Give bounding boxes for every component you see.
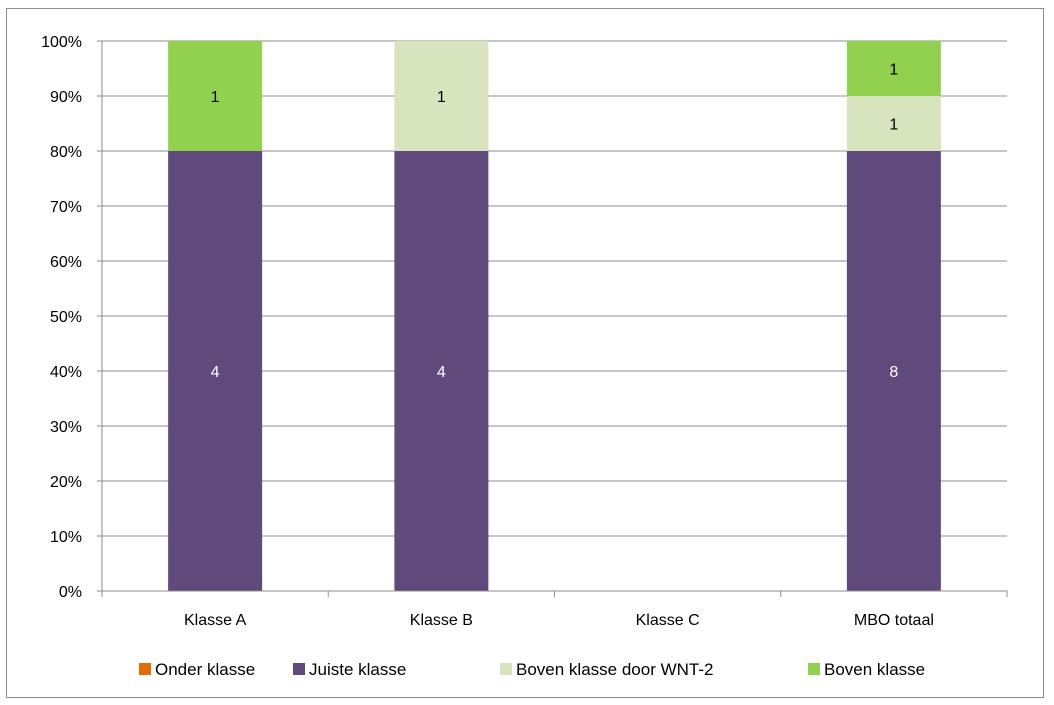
y-tick-label: 80% <box>50 144 82 161</box>
bar-segment <box>168 41 263 151</box>
data-label: 1 <box>437 89 446 106</box>
data-label: 8 <box>889 364 898 381</box>
y-tick-label: 40% <box>50 364 82 381</box>
y-axis-tick-labels: 0% 10% 20% 30% 40% 50% 60% 70% 80% 90% 100% <box>41 34 82 601</box>
legend-label: Boven klasse <box>824 660 925 679</box>
legend-swatch <box>500 663 512 675</box>
bar-segment <box>846 151 941 591</box>
x-tick-label: MBO totaal <box>854 612 934 629</box>
y-tick-label: 50% <box>50 309 82 326</box>
legend-swatch <box>139 663 151 675</box>
data-label: 1 <box>889 117 898 134</box>
bar-segment <box>846 96 941 151</box>
y-tick-label: 90% <box>50 89 82 106</box>
axes <box>101 41 1008 597</box>
y-tick-label: 10% <box>50 529 82 546</box>
y-tick-label: 30% <box>50 419 82 436</box>
y-tick-label: 60% <box>50 254 82 271</box>
bar-segment <box>394 41 489 151</box>
y-tick-label: 100% <box>41 34 82 51</box>
legend-label: Juiste klasse <box>309 660 406 679</box>
bar-segment <box>168 151 263 591</box>
legend-label: Boven klasse door WNT-2 <box>516 660 713 679</box>
legend: Onder klasse Juiste klasse Boven klasse do… <box>139 660 925 679</box>
data-label: 4 <box>211 364 220 381</box>
y-tick-label: 20% <box>50 474 82 491</box>
stacked-bar-chart: 0% 10% 20% 30% 40% 50% 60% 70% 80% 90% 100% 4 1 4 1 8 1… <box>41 34 1008 679</box>
bars: 4 1 4 1 8 1 1 <box>168 41 941 591</box>
bar-segment <box>846 41 941 96</box>
legend-label: Onder klasse <box>155 660 255 679</box>
data-label: 4 <box>437 364 446 381</box>
data-label: 1 <box>889 62 898 79</box>
x-axis-tick-labels: Klasse A Klasse B Klasse C MBO totaal <box>184 612 934 629</box>
bar-segment <box>394 151 489 591</box>
legend-swatch <box>293 663 305 675</box>
y-tick-label: 70% <box>50 199 82 216</box>
x-tick-label: Klasse B <box>410 612 473 629</box>
legend-swatch <box>808 663 820 675</box>
y-tick-label: 0% <box>59 584 82 601</box>
data-label: 1 <box>211 89 220 106</box>
chart-frame: 0% 10% 20% 30% 40% 50% 60% 70% 80% 90% 100% 4 1 4 1 8 1… <box>6 8 1044 698</box>
x-tick-label: Klasse C <box>636 612 700 629</box>
x-tick-label: Klasse A <box>184 612 247 629</box>
